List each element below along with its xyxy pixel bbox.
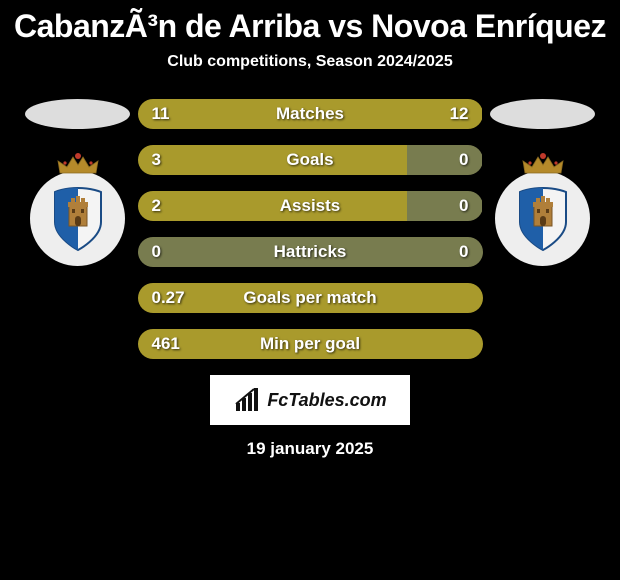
bar-right-value: 0 [459, 242, 468, 262]
brand-text: FcTables.com [267, 390, 386, 411]
bar-right-fill [407, 145, 483, 175]
crown-icon [521, 153, 565, 175]
bar-label: Assists [280, 196, 340, 216]
player-right-crest [495, 171, 590, 266]
page-title: CabanzÃ³n de Arriba vs Novoa Enríquez [0, 8, 620, 45]
stat-bar: Goals per match 0.27 [138, 283, 483, 313]
crown-icon [56, 153, 100, 175]
bar-right-value: 0 [459, 196, 468, 216]
stat-bar: Matches 11 12 [138, 99, 483, 129]
shield-icon [49, 186, 107, 252]
bar-left-value: 11 [152, 104, 170, 124]
player-left-silhouette [25, 99, 130, 129]
bar-left-value: 3 [152, 150, 161, 170]
main-area: Matches1112Goals30Assists20Hattricks00Go… [0, 99, 620, 359]
comparison-card: CabanzÃ³n de Arriba vs Novoa Enríquez Cl… [0, 0, 620, 459]
bar-label: Hattricks [274, 242, 347, 262]
bar-label: Min per goal [260, 334, 360, 354]
bar-left-fill [138, 191, 407, 221]
date-text: 19 january 2025 [0, 439, 620, 459]
bar-label: Matches [276, 104, 344, 124]
bar-label: Goals per match [243, 288, 376, 308]
stat-bar: Hattricks 0 0 [138, 237, 483, 267]
bar-left-fill [138, 145, 407, 175]
bar-left-value: 2 [152, 196, 161, 216]
bar-left-value: 0.27 [152, 288, 185, 308]
bar-right-value: 0 [459, 150, 468, 170]
player-left-column [18, 99, 138, 266]
player-left-crest [30, 171, 125, 266]
stat-bar: Assists 2 0 [138, 191, 483, 221]
chart-icon [233, 386, 261, 414]
brand-badge[interactable]: FcTables.com [210, 375, 410, 425]
bar-label: Goals [286, 150, 333, 170]
bar-right-fill [407, 191, 483, 221]
subtitle: Club competitions, Season 2024/2025 [0, 53, 620, 71]
stats-bars: Matches1112Goals30Assists20Hattricks00Go… [138, 99, 483, 359]
stat-bar: Min per goal 461 [138, 329, 483, 359]
player-right-column [483, 99, 603, 266]
player-right-silhouette [490, 99, 595, 129]
stat-bar: Goals 3 0 [138, 145, 483, 175]
bar-left-value: 461 [152, 334, 180, 354]
bar-right-value: 12 [450, 104, 469, 124]
shield-icon [514, 186, 572, 252]
bar-left-value: 0 [152, 242, 161, 262]
